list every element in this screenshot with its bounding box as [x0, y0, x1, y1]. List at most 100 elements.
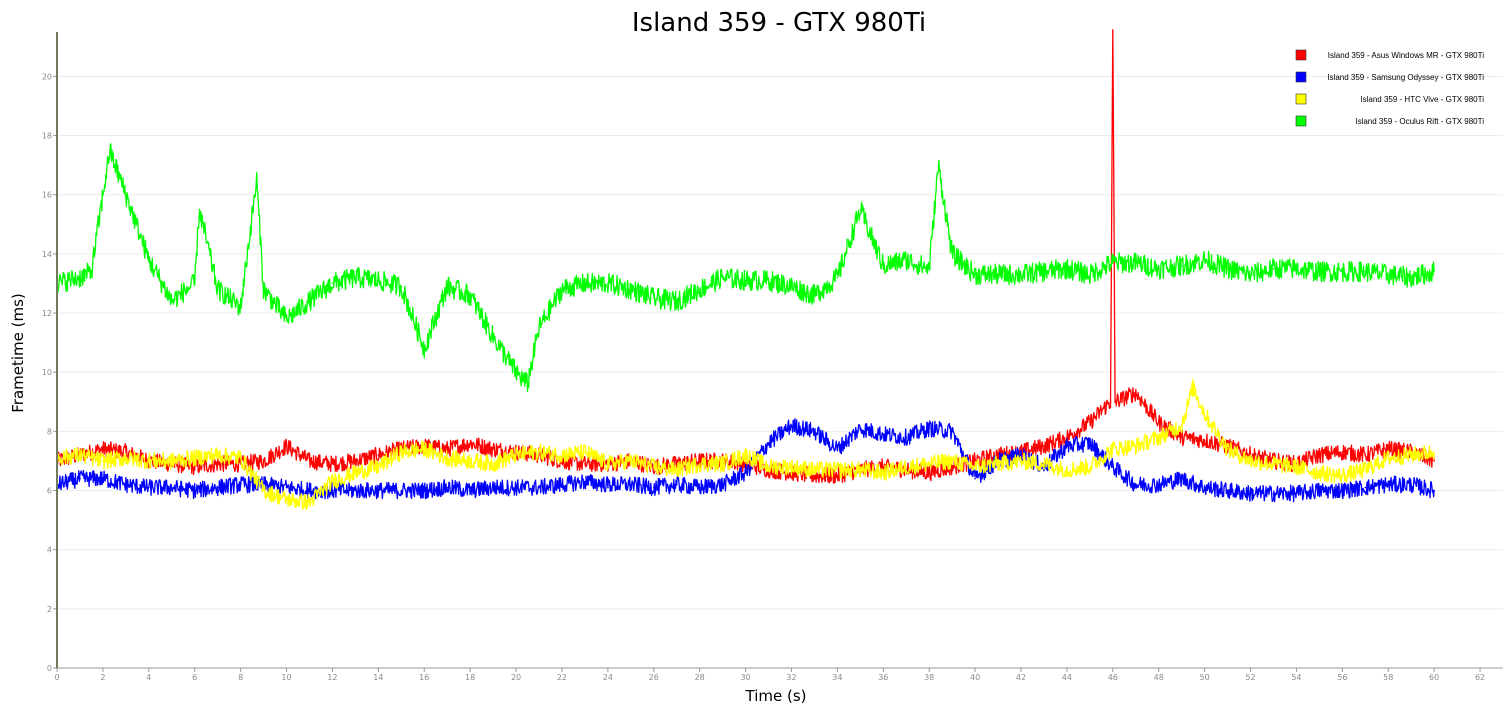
- data-point: [1410, 483, 1412, 486]
- x-tick-label: 48: [1154, 673, 1164, 682]
- data-point: [90, 270, 93, 273]
- data-point: [561, 454, 563, 456]
- data-point: [102, 448, 104, 450]
- x-tick-label: 40: [970, 673, 980, 682]
- data-point: [193, 489, 196, 492]
- data-point: [767, 442, 770, 444]
- data-point: [515, 454, 517, 456]
- data-point: [1203, 258, 1206, 261]
- series-line: [56, 378, 1435, 511]
- x-tick-label: 60: [1429, 673, 1439, 682]
- y-tick-label: 0: [47, 664, 52, 673]
- data-point: [492, 486, 494, 489]
- data-point: [1387, 457, 1390, 459]
- data-point: [469, 489, 471, 492]
- y-tick-label: 20: [42, 72, 52, 81]
- data-point: [125, 193, 127, 196]
- series-1: [56, 418, 1435, 503]
- x-tick-label: 44: [1062, 673, 1072, 682]
- x-tick-label: 6: [192, 673, 197, 682]
- data-point: [997, 463, 999, 465]
- data-point: [198, 208, 201, 211]
- x-tick-label: 34: [832, 673, 842, 682]
- data-point: [262, 460, 265, 462]
- data-point: [1433, 460, 1435, 462]
- data-point: [216, 463, 219, 465]
- data-point: [1180, 264, 1183, 267]
- data-point: [652, 297, 655, 300]
- y-tick-label: 16: [42, 191, 52, 200]
- data-point: [721, 276, 724, 279]
- data-point: [1112, 31, 1114, 33]
- x-tick-label: 14: [373, 673, 383, 682]
- data-point: [1114, 400, 1116, 403]
- data-point: [1020, 460, 1022, 462]
- data-point: [813, 474, 816, 477]
- data-point: [951, 430, 953, 433]
- data-point: [1043, 463, 1045, 465]
- legend: Island 359 - Asus Windows MR - GTX 980Ti…: [1295, 49, 1484, 127]
- data-point: [974, 273, 976, 276]
- data-point: [698, 460, 701, 462]
- data-point: [698, 288, 701, 291]
- data-point: [1249, 273, 1252, 276]
- data-point: [1089, 421, 1091, 424]
- data-point: [882, 471, 885, 474]
- data-point: [1387, 483, 1390, 486]
- x-tick-label: 32: [786, 673, 796, 682]
- x-tick-label: 42: [1016, 673, 1026, 682]
- data-point: [216, 454, 219, 456]
- data-point: [1433, 270, 1435, 273]
- data-point: [1410, 454, 1412, 456]
- data-point: [630, 460, 632, 462]
- data-point: [308, 300, 311, 302]
- data-point: [836, 448, 839, 450]
- data-point: [285, 445, 288, 447]
- data-point: [1157, 436, 1160, 439]
- data-point: [584, 463, 586, 465]
- data-point: [193, 457, 196, 459]
- data-point: [1295, 267, 1298, 270]
- data-point: [1295, 466, 1298, 468]
- data-point: [1203, 439, 1206, 442]
- data-point: [951, 466, 953, 468]
- data-point: [630, 483, 632, 486]
- data-point: [1112, 448, 1114, 450]
- data-point: [262, 288, 265, 291]
- x-tick-label: 0: [54, 673, 59, 682]
- data-point: [937, 164, 940, 166]
- data-point: [813, 294, 816, 297]
- data-point: [1089, 273, 1091, 276]
- data-point: [538, 451, 540, 453]
- data-point: [125, 457, 127, 459]
- data-point: [79, 276, 81, 279]
- data-point: [1433, 451, 1435, 453]
- y-tick-label: 14: [42, 250, 52, 259]
- data-point: [836, 474, 839, 477]
- x-tick-label: 30: [740, 673, 750, 682]
- data-point: [882, 466, 885, 468]
- data-point: [698, 486, 701, 489]
- data-point: [354, 489, 357, 492]
- data-point: [1318, 454, 1321, 456]
- data-point: [216, 288, 219, 291]
- data-point: [1203, 412, 1206, 415]
- x-tick-label: 62: [1475, 673, 1485, 682]
- data-point: [1134, 261, 1137, 264]
- data-point: [675, 463, 678, 465]
- data-point: [1387, 448, 1390, 450]
- data-point: [721, 463, 724, 465]
- data-point: [446, 448, 448, 450]
- data-point: [928, 427, 930, 430]
- x-tick-label: 36: [878, 673, 888, 682]
- x-tick-label: 54: [1291, 673, 1301, 682]
- data-point: [1066, 267, 1068, 270]
- data-point: [148, 460, 150, 462]
- data-point: [538, 327, 540, 329]
- data-point: [1364, 454, 1367, 456]
- data-point: [170, 486, 173, 489]
- series-line: [56, 143, 1435, 393]
- data-point: [1043, 270, 1045, 273]
- data-point: [836, 469, 839, 471]
- y-tick-label: 6: [47, 487, 52, 496]
